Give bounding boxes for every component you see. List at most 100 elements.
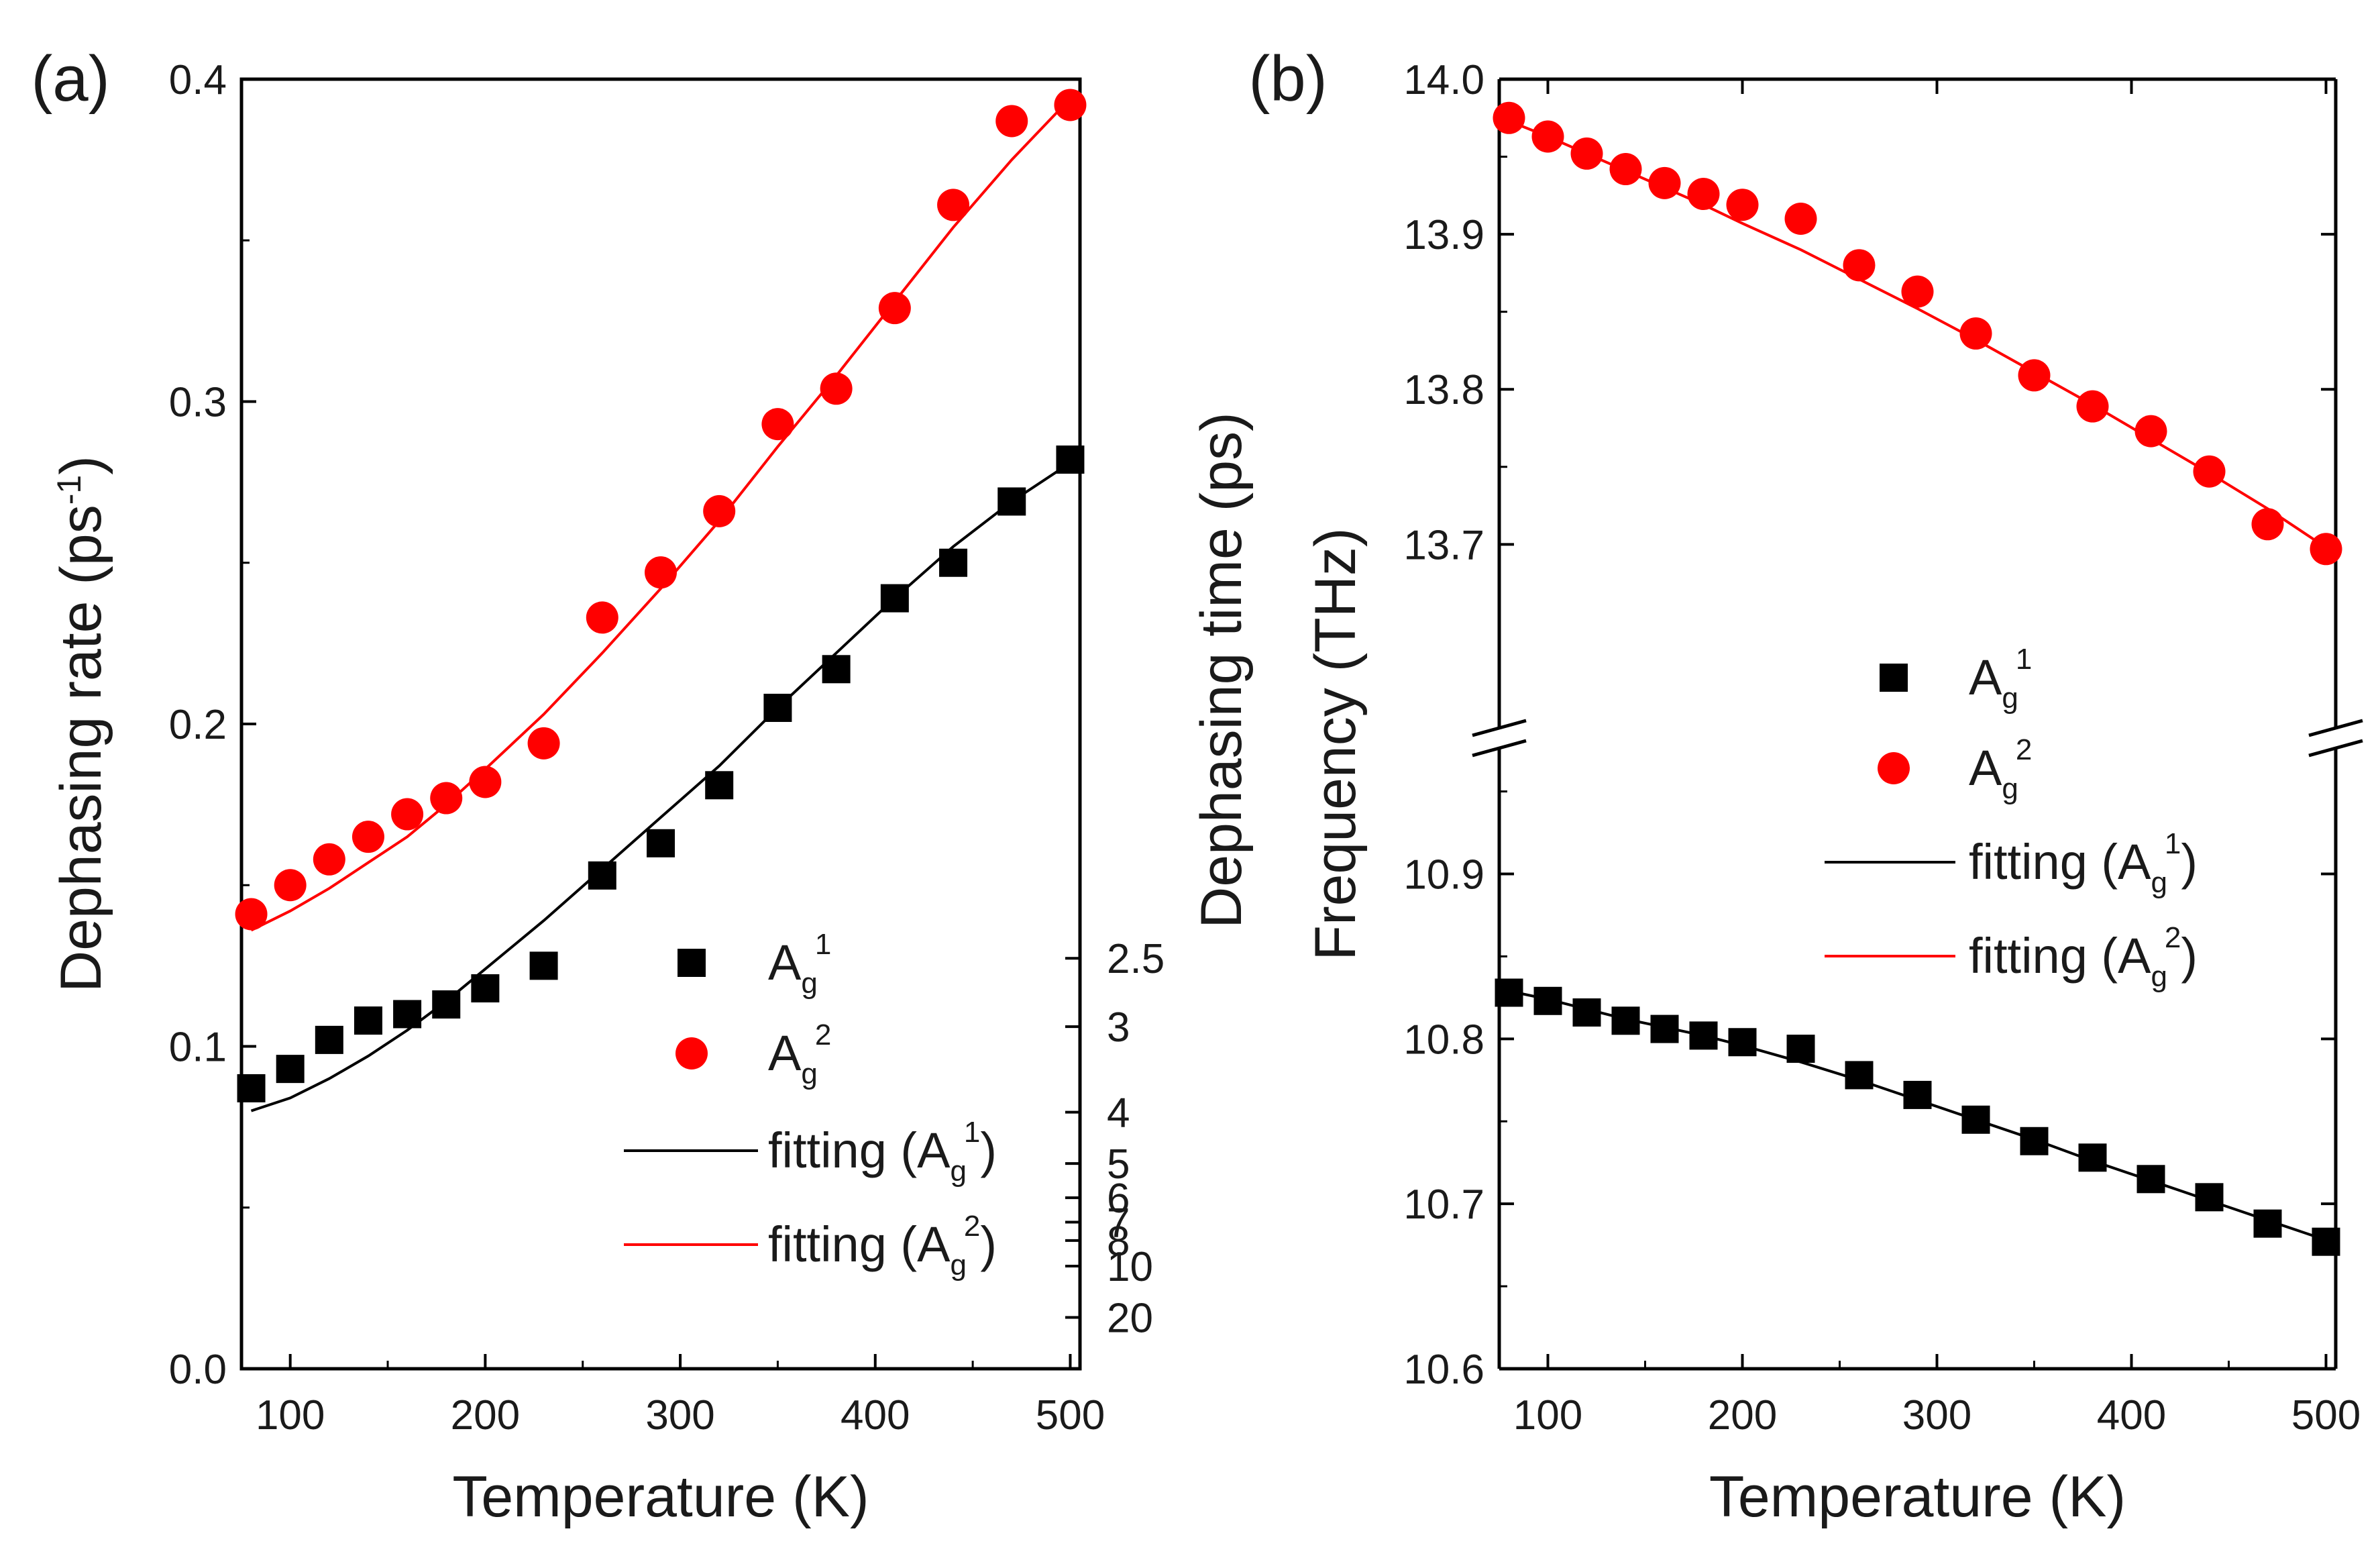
legend-text-sup: 1 — [2165, 827, 2181, 860]
legend-text-sup: 2 — [964, 1210, 980, 1243]
data-point-circle — [820, 372, 853, 405]
y2-tick-label: 3 — [1107, 1004, 1130, 1051]
data-point-square — [276, 1055, 305, 1084]
data-point-circle — [645, 556, 677, 589]
data-point-square — [1611, 1006, 1640, 1035]
data-point-square — [2312, 1227, 2340, 1256]
x-tick-label: 300 — [645, 1392, 714, 1439]
panel-label: (a) — [31, 43, 109, 115]
legend-text-suffix: ) — [980, 1123, 997, 1178]
legend-text-sup: 1 — [2016, 643, 2032, 676]
data-point-square — [2195, 1183, 2224, 1212]
data-point-square — [763, 693, 792, 722]
legend-text-sup: 2 — [2016, 733, 2032, 766]
legend-text-suffix: ) — [2181, 928, 2198, 984]
legend-entry: fitting (Ag 2) — [1969, 921, 2198, 993]
data-point-square — [2020, 1127, 2049, 1155]
data-point-circle — [1959, 317, 1992, 350]
y-tick-label: 0.1 — [169, 1025, 227, 1071]
data-point-square — [880, 584, 909, 613]
data-point-circle — [274, 869, 307, 902]
data-point-circle — [2251, 508, 2284, 541]
y-tick-label: 0.2 — [169, 702, 227, 748]
data-point-circle — [351, 821, 384, 853]
data-point-circle — [586, 601, 618, 634]
axis-break-mark — [2308, 719, 2363, 737]
data-point-circle — [937, 189, 970, 221]
y-axis-label: Dephasing rate (ps-1) — [49, 456, 113, 992]
legend-entry: Ag 1 — [1969, 643, 2032, 715]
data-point-circle — [995, 105, 1028, 138]
x-tick-label: 500 — [2291, 1392, 2361, 1439]
legend-entry: fitting (Ag 2) — [768, 1210, 997, 1282]
y-tick-label: 0.3 — [169, 380, 227, 426]
x-tick-label: 200 — [1708, 1392, 1777, 1439]
y-tick-label: 10.9 — [1403, 852, 1484, 898]
legend-entry: fitting (Ag 1) — [768, 1116, 997, 1188]
data-point-square — [1572, 998, 1601, 1027]
data-point-square — [822, 655, 851, 684]
data-point-square — [1533, 986, 1562, 1015]
y-axis-label: Frequency (THz) — [1303, 527, 1368, 960]
legend-text-sup: 1 — [815, 928, 831, 961]
data-point-square — [997, 487, 1026, 516]
data-point-square — [1845, 1061, 1874, 1090]
data-point-circle — [1054, 89, 1087, 121]
legend-text-sub: g — [950, 1249, 966, 1282]
legend-text-sup: 2 — [2165, 921, 2181, 954]
legend-text-base: A — [768, 935, 802, 990]
legend-entry: Ag 1 — [768, 928, 831, 1000]
y-tick-label: 13.8 — [1403, 367, 1484, 413]
legend-text-sub: g — [801, 1057, 817, 1090]
legend-text-base: A — [2118, 834, 2151, 890]
axis-break-mark — [1472, 739, 1527, 758]
data-point-circle — [703, 494, 736, 527]
data-point-square — [588, 861, 616, 890]
y-axis-label-close: ) — [49, 456, 113, 475]
y-tick-label: 0.4 — [169, 57, 227, 103]
x-tick-label: 500 — [1036, 1392, 1105, 1439]
data-point-circle — [313, 843, 345, 876]
data-point-circle — [235, 898, 268, 931]
x-tick-label: 400 — [2097, 1392, 2166, 1439]
y-tick-label: 13.7 — [1403, 522, 1484, 568]
y-tick-label: 0.0 — [169, 1347, 227, 1393]
data-point-circle — [1784, 203, 1817, 235]
legend-text-prefix: fitting ( — [1969, 928, 2118, 984]
y2-tick-label: 20 — [1107, 1296, 1153, 1342]
legend-marker-circle — [1878, 752, 1910, 784]
data-point-square — [1961, 1105, 1990, 1134]
legend-text-base: A — [917, 1216, 951, 1272]
data-point-square — [1650, 1014, 1679, 1043]
y-tick-label: 10.6 — [1403, 1347, 1484, 1393]
data-point-circle — [1493, 101, 1525, 134]
data-point-square — [471, 974, 500, 1003]
data-point-circle — [469, 766, 502, 798]
data-point-square — [237, 1074, 266, 1102]
data-point-square — [2136, 1165, 2165, 1194]
data-point-square — [432, 990, 461, 1019]
data-point-circle — [1648, 166, 1681, 199]
legend-marker-square — [678, 949, 706, 977]
legend-text-sub: g — [950, 1155, 966, 1188]
legend-entry: Ag 2 — [768, 1019, 831, 1090]
x-tick-label: 300 — [1902, 1392, 1971, 1439]
y2-axis-label: Dephasing time (ps) — [1189, 412, 1254, 929]
data-point-circle — [1901, 275, 1934, 308]
data-point-square — [647, 829, 675, 857]
axis-break-mark — [1472, 719, 1527, 737]
legend-text-suffix: ) — [2181, 834, 2198, 890]
data-point-circle — [1531, 120, 1564, 153]
data-point-square — [393, 1000, 422, 1029]
legend-text-prefix: fitting ( — [768, 1216, 917, 1272]
data-point-circle — [430, 782, 463, 815]
y2-tick-label: 10 — [1107, 1244, 1153, 1290]
legend-text-sub: g — [2002, 772, 2018, 805]
panel-a: 100 200 300 400 5000.00.10.20.30.42.53456781… — [31, 43, 1254, 1529]
legend-text-sub: g — [2151, 866, 2167, 899]
data-point-square — [529, 951, 558, 980]
legend-entry: fitting (Ag 1) — [1969, 827, 2198, 899]
data-point-circle — [2134, 415, 2167, 448]
data-point-circle — [2193, 455, 2226, 488]
